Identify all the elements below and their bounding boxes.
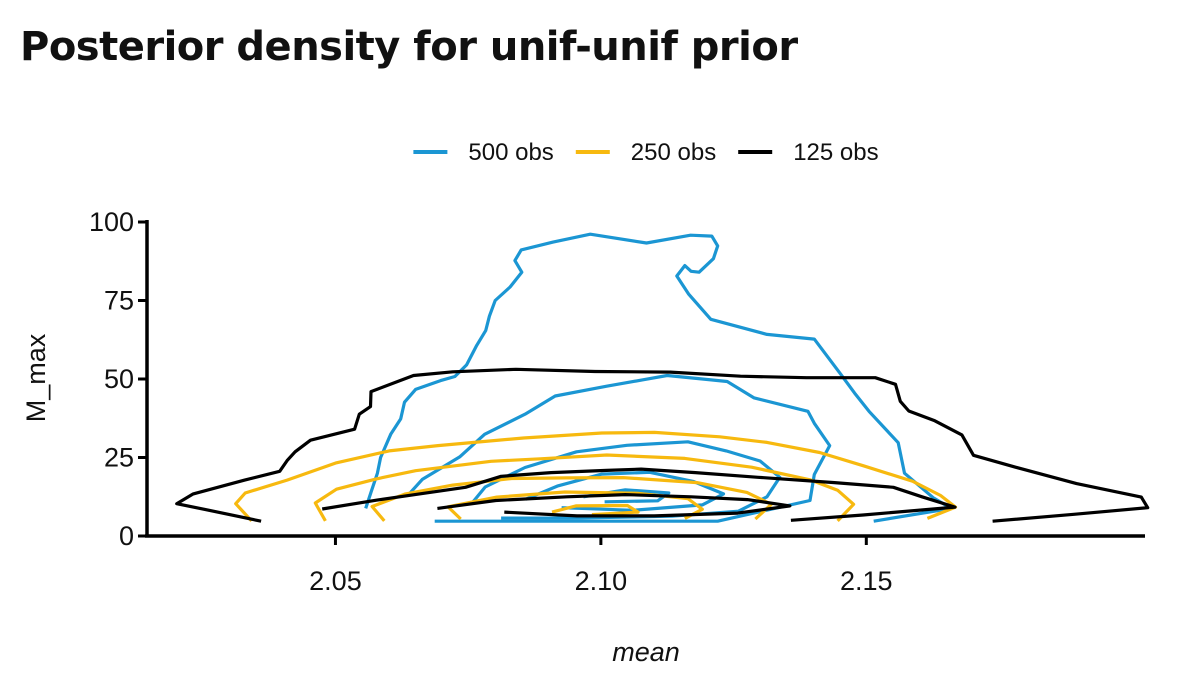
y-tick-label: 50 <box>104 364 134 394</box>
contour-125-obs-level-2 <box>321 467 957 522</box>
contours-group <box>175 232 1150 523</box>
chart-title: Posterior density for unif-unif prior <box>20 24 798 70</box>
axes: 0 25 50 75 100 2.05 2.10 2.15 <box>89 207 1145 596</box>
legend-label: 250 obs <box>631 139 716 166</box>
y-axis-title: M_max <box>21 333 51 422</box>
contour-250-obs-level-5 <box>551 503 640 517</box>
contour-125-obs-level-1 <box>175 367 1150 523</box>
contour-250-obs-level-2 <box>313 453 856 523</box>
y-tick-label: 25 <box>104 443 134 473</box>
x-tick-label: 2.05 <box>309 566 362 596</box>
y-tick-label: 100 <box>89 207 134 237</box>
legend-item-500-obs: 500 obs <box>413 139 554 166</box>
legend: 500 obs 250 obs 125 obs <box>413 139 879 166</box>
contour-500-obs-level-2 <box>409 373 832 523</box>
legend-label: 500 obs <box>468 139 553 166</box>
contour-250-obs-level-1 <box>234 430 958 522</box>
contour-125-obs-level-3 <box>437 493 792 518</box>
legend-label: 125 obs <box>793 139 878 166</box>
y-tick-label: 0 <box>119 521 134 551</box>
x-tick-label: 2.10 <box>575 566 628 596</box>
legend-item-250-obs: 250 obs <box>575 139 716 166</box>
x-tick-label: 2.15 <box>840 566 893 596</box>
legend-item-125-obs: 125 obs <box>738 139 879 166</box>
x-axis-title: mean <box>612 637 680 667</box>
y-tick-label: 75 <box>104 286 134 316</box>
